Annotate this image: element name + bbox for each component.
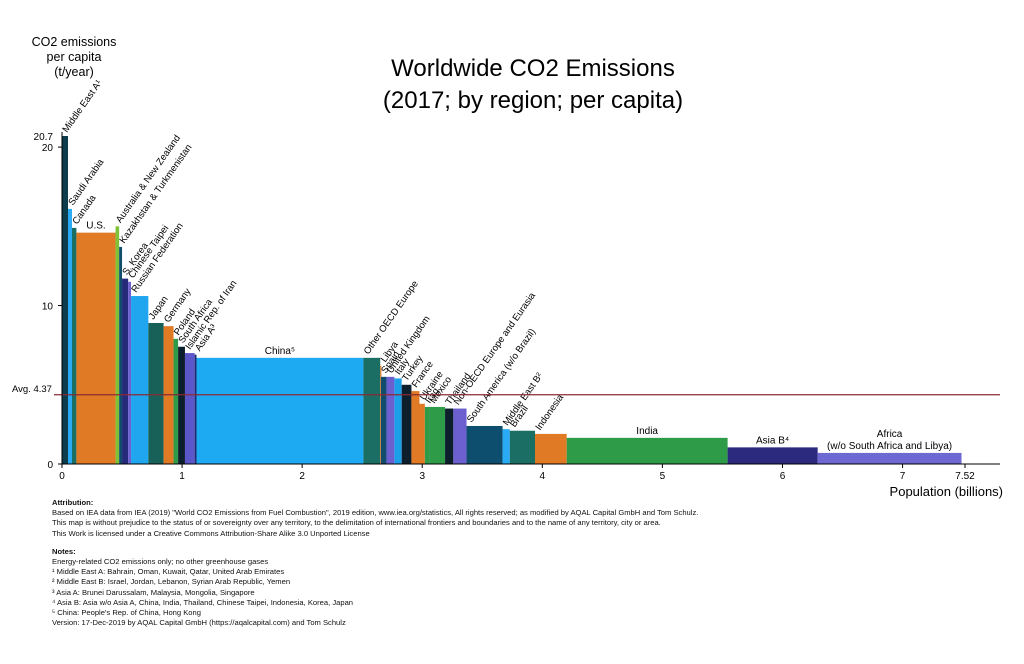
x-max-label: 7.52 [955, 471, 975, 482]
chart-subtitle: (2017; by region; per capita) [383, 87, 683, 114]
x-tick-label: 3 [419, 471, 425, 482]
bar-23 [419, 403, 425, 464]
y-max-label: 20.7 [34, 132, 54, 143]
bar-29 [502, 429, 510, 464]
bar-22 [411, 391, 420, 464]
bar-4 [115, 226, 120, 464]
x-tick-label: 6 [780, 471, 786, 482]
y-tick-label: 0 [47, 460, 53, 471]
bar-label: Indonesia [533, 392, 566, 433]
x-axis-label: Population (billions) [890, 484, 1003, 499]
bar-13 [184, 353, 195, 464]
bar-24 [424, 406, 430, 464]
attribution-line: This map is without prejudice to the sta… [52, 518, 661, 528]
bar-label: Middle East A¹ [60, 78, 104, 134]
attribution-line: Based on IEA data from IEA (2019) "World… [52, 508, 699, 518]
bar-0 [62, 136, 69, 464]
bar-32 [566, 437, 728, 464]
bar-label: India [636, 426, 658, 437]
bar-16 [363, 357, 381, 464]
bar-12 [178, 346, 185, 464]
note-line: ⁵ China: People's Rep. of China, Hong Ko… [52, 608, 201, 618]
x-tick-label: 0 [59, 471, 65, 482]
note-line: ⁴ Asia B: Asia w/o Asia A, China, India,… [52, 597, 354, 607]
bar-6 [122, 278, 129, 464]
y-axis-label: CO2 emissions per capita (t/year) [32, 35, 117, 79]
bar-20 [394, 378, 402, 464]
x-tick-label: 2 [299, 471, 305, 482]
note-line: Version: 17-Dec-2019 by AQAL Capital Gmb… [52, 618, 346, 628]
notes-heading: Notes: [52, 546, 76, 556]
note-line: ¹ Middle East A: Bahrain, Oman, Kuwait, … [52, 567, 285, 577]
bar-7 [128, 281, 132, 464]
bar-30 [509, 430, 535, 464]
bar-19 [386, 376, 395, 464]
x-tick-label: 7 [900, 471, 906, 482]
bar-33 [727, 447, 818, 464]
x-tick-label: 1 [179, 471, 185, 482]
bar-3 [76, 232, 116, 464]
notes-section: Attribution: Based on IEA data from IEA … [52, 498, 1012, 628]
bar-label: China⁵ [265, 346, 295, 357]
bar-27 [453, 408, 467, 464]
bar-18 [380, 376, 387, 464]
bar-14 [194, 354, 197, 464]
bar-label: U.S. [86, 221, 105, 232]
average-label: Avg. 4.37 [12, 384, 52, 395]
bar-26 [445, 408, 454, 464]
bar-8 [131, 296, 149, 464]
bar-label: Africa (w/o South Africa and Libya) [827, 429, 952, 452]
bars-layer [62, 136, 962, 464]
bar-9 [148, 322, 164, 464]
bar-11 [173, 338, 179, 464]
note-line: ³ Asia A: Brunei Darussalam, Malaysia, M… [52, 587, 255, 597]
bar-2 [71, 227, 77, 464]
bar-label: Asia B⁴ [756, 435, 789, 446]
bar-5 [119, 246, 123, 464]
bar-21 [401, 384, 412, 464]
bar-1 [68, 208, 72, 464]
y-tick-label: 10 [42, 302, 54, 313]
chart-title: Worldwide CO2 Emissions [391, 55, 675, 82]
bar-15 [196, 357, 364, 464]
attribution-heading: Attribution: [52, 498, 94, 507]
bar-31 [534, 433, 567, 464]
bar-25 [429, 406, 446, 464]
y-tick-label: 20 [42, 143, 54, 154]
x-tick-label: 5 [660, 471, 666, 482]
bar-34 [817, 452, 962, 464]
note-line: Energy-related CO2 emissions only; no ot… [52, 557, 269, 567]
x-tick-label: 4 [540, 471, 546, 482]
note-line: ² Middle East B: Israel, Jordan, Lebanon… [52, 577, 291, 587]
bar-28 [466, 425, 503, 464]
bar-17 [380, 365, 382, 464]
attribution-line: This Work is licensed under a Creative C… [52, 528, 370, 538]
